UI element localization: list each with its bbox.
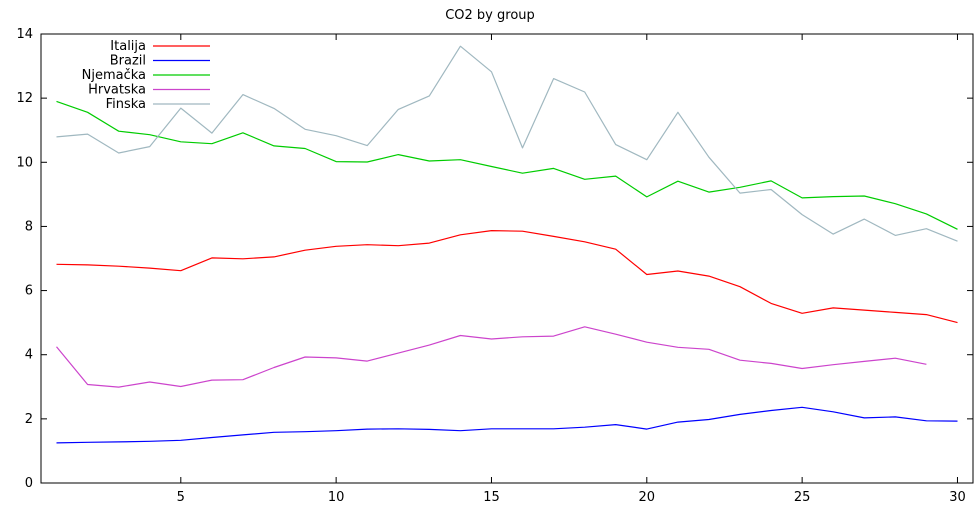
plot-frame [40,33,974,484]
x-tick-label: 10 [328,490,345,505]
x-tick-label: 5 [177,490,185,505]
legend-label-brazil: Brazil [110,54,146,69]
series-line-hrvatska [56,326,927,388]
x-tick-label: 30 [949,490,966,505]
y-tick-label: 10 [16,155,33,170]
axis-ticks: 5 10 15 20 25 30 0 2 4 6 8 10 12 14 [16,27,973,505]
y-tick-label: 0 [25,476,33,491]
series-line-finska [56,45,958,242]
legend-label-finska: Finska [106,97,146,112]
legend-label-njema-ka: Njemačka [82,68,146,83]
x-tick-label: 15 [483,490,500,505]
plot-border [40,33,974,484]
y-tick-label: 8 [25,219,33,234]
series-lines [56,45,958,444]
legend-label-hrvatska: Hrvatska [88,83,146,98]
series-line-brazil [56,406,958,444]
y-tick-label: 2 [25,412,33,427]
y-tick-label: 4 [25,348,33,363]
x-tick-label: 20 [639,490,656,505]
chart-title: CO2 by group [445,8,535,23]
y-tick-label: 14 [16,27,33,42]
y-tick-label: 12 [16,91,33,106]
y-tick-label: 6 [25,284,33,299]
x-tick-label: 25 [794,490,811,505]
legend-label-italija: Italija [110,39,146,54]
series-line-italija [56,230,958,324]
series-line-njema-ka [56,100,958,230]
